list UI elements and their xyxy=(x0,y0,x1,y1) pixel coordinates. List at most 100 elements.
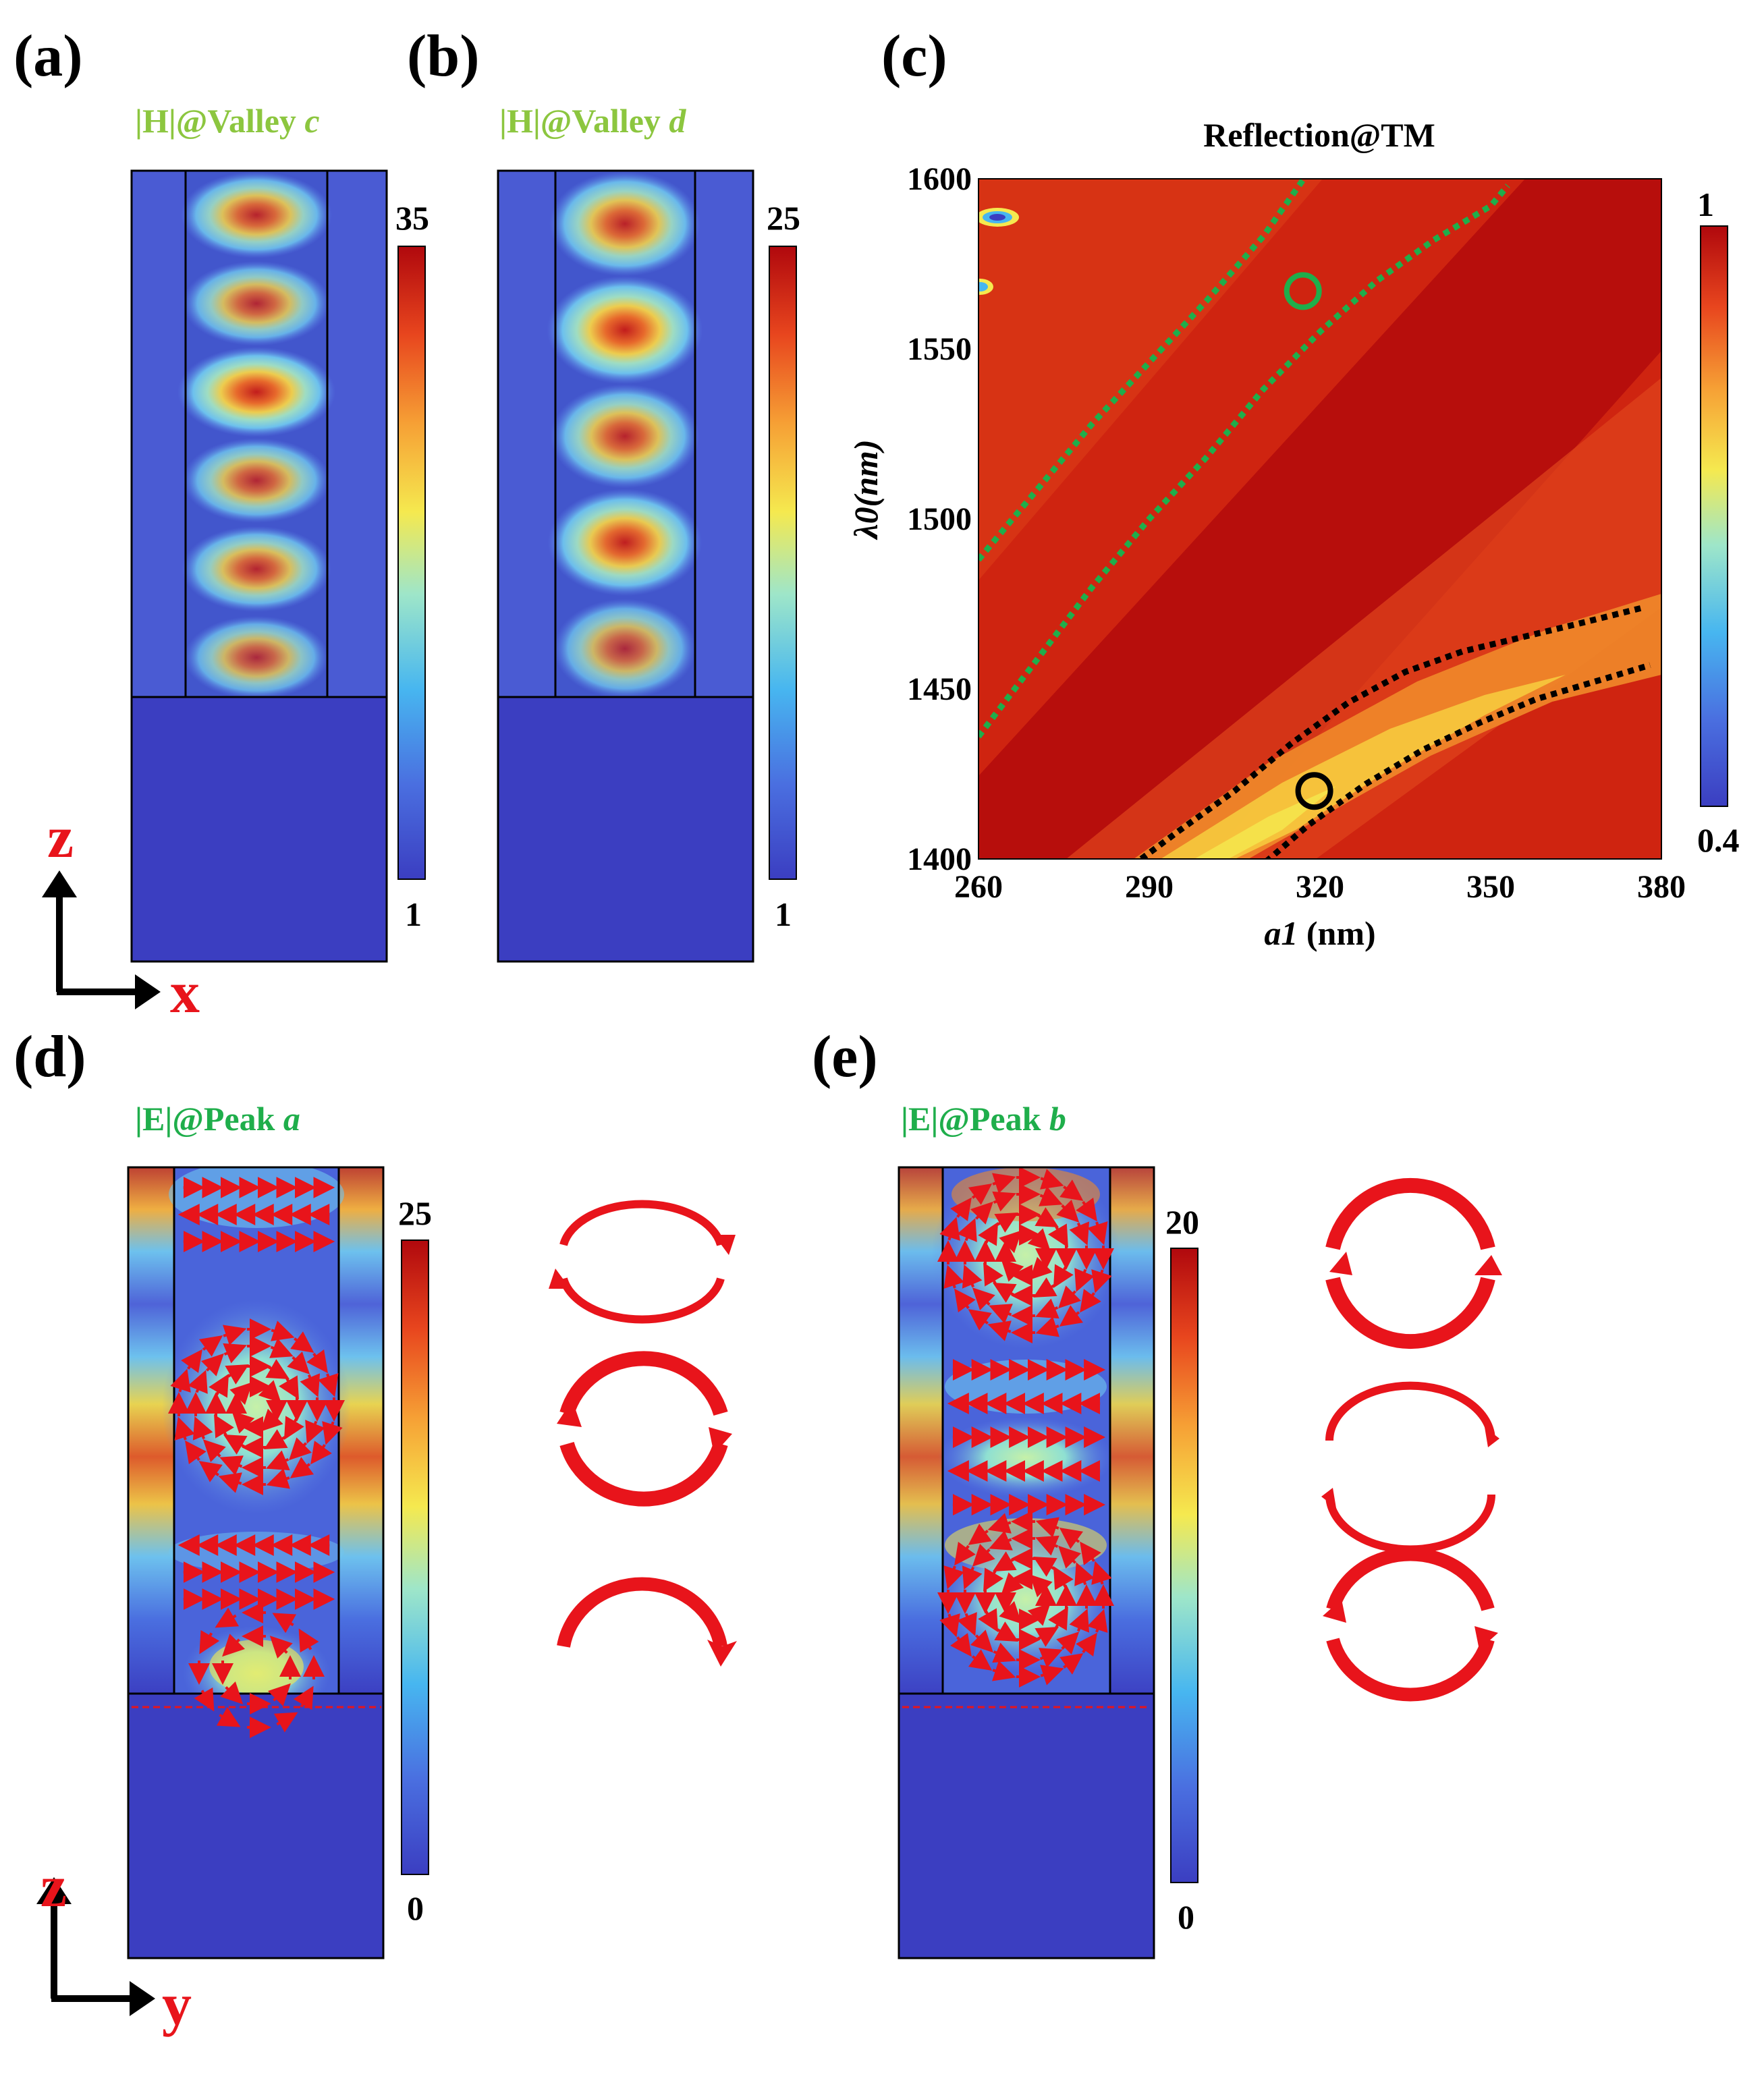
panel-b-title: |H|@Valley d xyxy=(499,102,686,140)
field-vector xyxy=(306,1349,328,1374)
field-vector xyxy=(992,1282,1017,1303)
field-vector xyxy=(1053,1264,1074,1289)
field-vector xyxy=(1091,1561,1112,1585)
field-vector xyxy=(962,1565,983,1590)
panel-e-field-map xyxy=(898,1166,1155,1959)
x-tick-label: 320 xyxy=(1296,869,1344,905)
field-vector xyxy=(983,1567,1003,1592)
field-vector xyxy=(215,1607,240,1628)
field-lobe xyxy=(177,347,336,437)
y-tick-label: 1450 xyxy=(907,671,972,707)
axis-z-label: z xyxy=(47,805,74,870)
panel-a-cb-max: 35 xyxy=(395,199,429,237)
field-lobe xyxy=(553,598,696,699)
field-vector xyxy=(290,1331,314,1353)
field-vector xyxy=(1039,1648,1063,1668)
panel-a-cb-min: 1 xyxy=(405,895,422,933)
field-lobe xyxy=(182,526,331,612)
field-vector xyxy=(968,1524,992,1545)
panel-d-cb-min: 0 xyxy=(407,1889,424,1927)
field-vector xyxy=(225,1364,250,1385)
panel-d-title: |E|@Peak a xyxy=(135,1100,300,1138)
field-vector xyxy=(199,1630,220,1654)
field-vector xyxy=(1040,1665,1064,1686)
field-vector xyxy=(1074,1268,1095,1292)
field-vector xyxy=(994,1621,1019,1642)
y-tick-label: 1550 xyxy=(907,331,972,367)
field-vector xyxy=(1001,1258,1024,1282)
field-vector xyxy=(1087,1221,1108,1246)
field-vector xyxy=(220,1681,244,1704)
resonance-marker-1 xyxy=(1284,272,1322,310)
resonance-markers xyxy=(1284,272,1333,810)
field-vector xyxy=(266,1450,290,1471)
field-vector xyxy=(970,1630,993,1653)
field-vector xyxy=(954,1288,976,1313)
field-vector xyxy=(1035,1316,1059,1337)
field-vector xyxy=(1059,1653,1084,1675)
field-vector xyxy=(1039,1186,1063,1206)
field-vector xyxy=(994,1213,1019,1233)
field-vector xyxy=(989,1304,1013,1324)
field-vector xyxy=(279,1375,299,1400)
panel-c-colorbar: 1 0.4 xyxy=(1697,186,1740,859)
field-vector xyxy=(322,1421,343,1445)
field-vector xyxy=(972,1543,995,1567)
axes-indicator-zx: z x xyxy=(42,805,200,1026)
field-vector xyxy=(1080,1541,1101,1565)
field-vector xyxy=(939,1217,960,1241)
field-vector xyxy=(957,1612,977,1636)
field-vector xyxy=(1032,1557,1057,1577)
field-vector xyxy=(1059,1305,1084,1327)
field-vector xyxy=(943,1565,964,1590)
field-vector xyxy=(989,1530,1013,1551)
panel-e-cb-max: 20 xyxy=(1165,1203,1199,1241)
x-tick-label: 350 xyxy=(1466,869,1515,905)
field-vector xyxy=(1035,1207,1059,1228)
field-vector xyxy=(267,1683,291,1706)
field-vector xyxy=(968,1183,993,1205)
field-vector xyxy=(1056,1632,1080,1655)
field-vector xyxy=(1080,1289,1101,1313)
reflection-heatmap xyxy=(978,178,1662,860)
axis-x-label: x xyxy=(170,960,200,1026)
field-vector xyxy=(273,1712,298,1733)
x-axis-label: a1 (nm) xyxy=(1264,914,1375,952)
field-vector xyxy=(200,1353,224,1376)
field-vector xyxy=(290,1457,314,1478)
field-vector xyxy=(992,1661,1016,1681)
field-vector xyxy=(954,1541,976,1566)
axis-y-label: y xyxy=(162,1972,192,2038)
field-vector xyxy=(1059,1179,1084,1201)
field-vector xyxy=(972,1287,995,1311)
dotted-curves xyxy=(979,179,1651,859)
field-vector xyxy=(968,1649,993,1671)
field-vector xyxy=(263,1429,288,1449)
field-vector xyxy=(271,1320,295,1341)
panel-b-cb-max: 25 xyxy=(767,199,800,237)
field-vector xyxy=(939,1613,960,1638)
field-vector xyxy=(999,1230,1022,1254)
field-vector xyxy=(950,1197,972,1221)
panel-e-cb-min: 0 xyxy=(1178,1898,1194,1936)
field-vector xyxy=(1053,1565,1074,1590)
y-tick-label: 1400 xyxy=(907,841,972,877)
x-tick-labels: 260 290 320 350 380 xyxy=(954,869,1686,905)
field-vector xyxy=(1032,1277,1057,1298)
field-vector xyxy=(258,1380,281,1403)
axes-indicator-zy: z y xyxy=(36,1854,192,2038)
field-vector xyxy=(287,1351,310,1374)
field-vector xyxy=(185,1440,206,1465)
y-tick-label: 1600 xyxy=(907,161,972,197)
field-vector xyxy=(1059,1528,1084,1549)
field-vector xyxy=(194,1687,215,1712)
field-lobe xyxy=(184,615,329,700)
y-axis-label: λ0(nm) xyxy=(847,439,885,540)
field-vector xyxy=(957,1218,977,1242)
field-vector xyxy=(223,1325,247,1345)
field-vector xyxy=(170,1368,191,1393)
panel-label-e: (e) xyxy=(812,1024,878,1090)
field-lobe xyxy=(547,489,702,596)
resonance-marker-2 xyxy=(1295,772,1333,810)
